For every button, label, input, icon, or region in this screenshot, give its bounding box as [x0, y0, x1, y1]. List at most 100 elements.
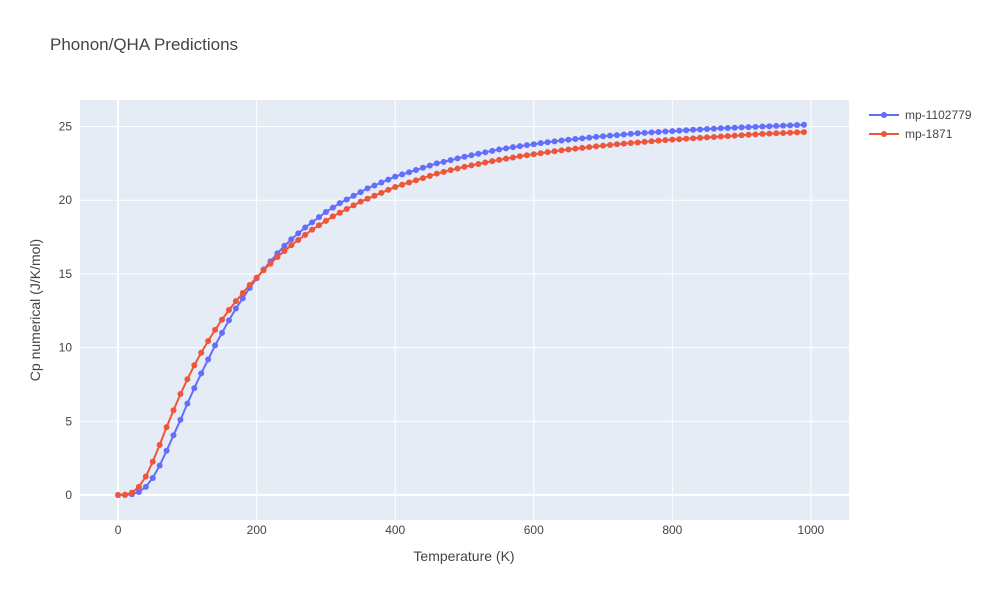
data-point[interactable]	[523, 142, 530, 149]
data-point[interactable]	[156, 441, 163, 448]
data-point[interactable]	[496, 146, 503, 153]
data-point[interactable]	[156, 462, 163, 469]
data-point[interactable]	[794, 129, 801, 136]
data-point[interactable]	[759, 130, 766, 137]
data-point[interactable]	[288, 242, 295, 249]
data-point[interactable]	[496, 156, 503, 163]
data-point[interactable]	[586, 134, 593, 141]
data-point[interactable]	[461, 153, 468, 160]
data-point[interactable]	[516, 153, 523, 160]
data-point[interactable]	[343, 206, 350, 213]
data-point[interactable]	[454, 155, 461, 162]
data-point[interactable]	[392, 183, 399, 190]
data-point[interactable]	[413, 177, 420, 184]
data-point[interactable]	[440, 158, 447, 165]
data-point[interactable]	[232, 298, 239, 305]
data-point[interactable]	[371, 192, 378, 199]
data-point[interactable]	[780, 122, 787, 129]
data-point[interactable]	[191, 362, 198, 369]
data-point[interactable]	[461, 163, 468, 170]
data-point[interactable]	[565, 146, 572, 153]
data-point[interactable]	[364, 185, 371, 192]
data-point[interactable]	[558, 147, 565, 154]
data-point[interactable]	[800, 121, 807, 128]
data-point[interactable]	[697, 126, 704, 133]
data-point[interactable]	[634, 139, 641, 146]
data-point[interactable]	[302, 224, 309, 231]
data-point[interactable]	[309, 219, 316, 226]
data-point[interactable]	[606, 141, 613, 148]
data-point[interactable]	[399, 171, 406, 178]
data-point[interactable]	[572, 145, 579, 152]
data-point[interactable]	[537, 140, 544, 147]
data-point[interactable]	[426, 172, 433, 179]
data-point[interactable]	[752, 123, 759, 130]
data-point[interactable]	[690, 135, 697, 142]
data-point[interactable]	[794, 122, 801, 129]
data-point[interactable]	[634, 130, 641, 137]
data-point[interactable]	[787, 129, 794, 136]
data-point[interactable]	[710, 125, 717, 132]
data-point[interactable]	[149, 475, 156, 481]
data-point[interactable]	[198, 349, 205, 356]
data-point[interactable]	[613, 132, 620, 139]
data-point[interactable]	[440, 168, 447, 175]
data-point[interactable]	[184, 376, 191, 383]
data-point[interactable]	[703, 134, 710, 141]
data-point[interactable]	[613, 141, 620, 148]
data-point[interactable]	[426, 162, 433, 169]
data-point[interactable]	[537, 150, 544, 157]
data-point[interactable]	[648, 129, 655, 136]
data-point[interactable]	[281, 248, 288, 255]
data-point[interactable]	[149, 458, 156, 465]
data-point[interactable]	[627, 130, 634, 137]
data-point[interactable]	[336, 209, 343, 216]
data-point[interactable]	[406, 179, 413, 186]
data-point[interactable]	[579, 135, 586, 142]
data-point[interactable]	[406, 169, 413, 176]
data-point[interactable]	[641, 129, 648, 136]
data-point[interactable]	[800, 129, 807, 136]
data-point[interactable]	[170, 432, 177, 439]
data-point[interactable]	[433, 160, 440, 167]
data-point[interactable]	[385, 176, 392, 183]
data-point[interactable]	[482, 159, 489, 166]
data-point[interactable]	[509, 154, 516, 161]
data-point[interactable]	[253, 274, 260, 281]
data-point[interactable]	[433, 170, 440, 177]
data-point[interactable]	[648, 138, 655, 145]
data-point[interactable]	[274, 253, 281, 260]
data-point[interactable]	[177, 391, 184, 397]
data-point[interactable]	[620, 140, 627, 147]
data-point[interactable]	[447, 157, 454, 164]
data-point[interactable]	[288, 236, 295, 243]
data-point[interactable]	[530, 151, 537, 158]
data-point[interactable]	[419, 175, 426, 182]
data-point[interactable]	[225, 317, 232, 324]
data-point[interactable]	[738, 132, 745, 139]
data-point[interactable]	[413, 167, 420, 173]
data-point[interactable]	[662, 137, 669, 144]
data-point[interactable]	[468, 152, 475, 159]
data-point[interactable]	[503, 145, 510, 152]
data-point[interactable]	[357, 198, 364, 205]
data-point[interactable]	[357, 189, 364, 196]
data-point[interactable]	[295, 237, 302, 243]
data-point[interactable]	[745, 131, 752, 138]
data-point[interactable]	[336, 200, 343, 207]
data-point[interactable]	[780, 130, 787, 137]
data-point[interactable]	[239, 295, 246, 302]
data-point[interactable]	[759, 123, 766, 130]
data-point[interactable]	[600, 142, 607, 149]
data-point[interactable]	[329, 204, 336, 211]
data-point[interactable]	[475, 160, 482, 167]
data-point[interactable]	[690, 126, 697, 133]
data-point[interactable]	[662, 128, 669, 135]
data-point[interactable]	[544, 149, 551, 156]
data-point[interactable]	[572, 136, 579, 143]
data-point[interactable]	[773, 122, 780, 129]
data-point[interactable]	[669, 128, 676, 135]
data-point[interactable]	[655, 137, 662, 144]
data-point[interactable]	[669, 136, 676, 143]
data-point[interactable]	[579, 144, 586, 151]
